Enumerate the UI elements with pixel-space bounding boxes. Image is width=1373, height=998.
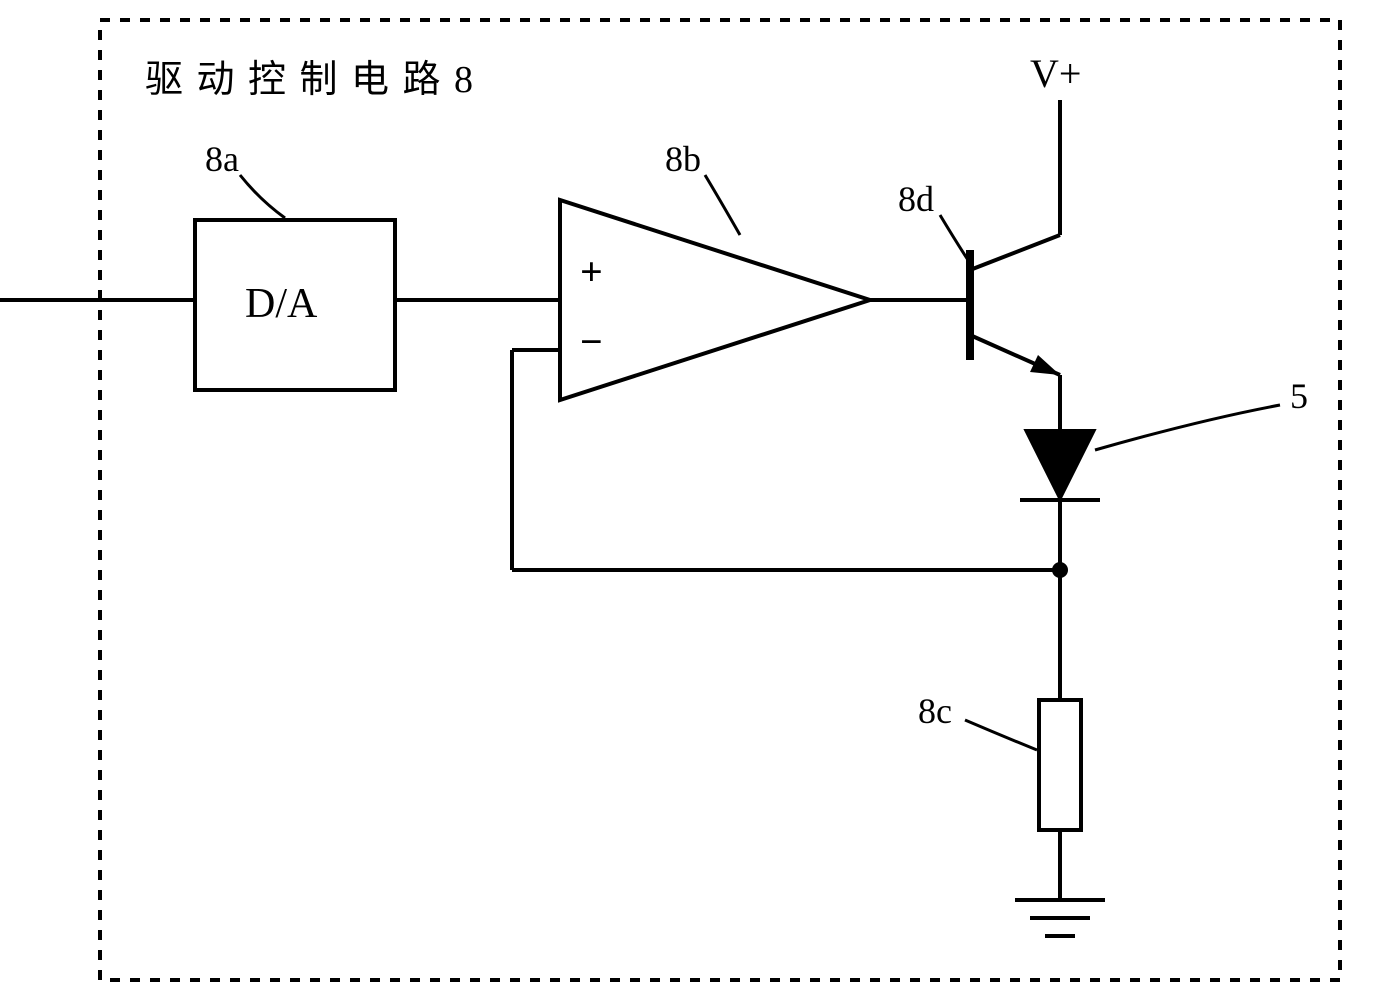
leader-5: [1095, 405, 1280, 450]
opamp: [560, 200, 870, 400]
leader-8b: [705, 175, 740, 235]
opamp-plus: +: [580, 248, 603, 295]
diode-triangle: [1025, 430, 1095, 500]
resistor: [1039, 700, 1081, 830]
emitter-arrow: [1030, 355, 1060, 375]
leader-8c: [965, 720, 1037, 750]
circuit-diagram: 驱 动 控 制 电 路 8 D/A 8a 8b 8d 8c 5 V+ + −: [0, 0, 1373, 998]
transistor-collector: [970, 235, 1060, 270]
leader-8d: [940, 215, 968, 260]
ref-5: 5: [1290, 375, 1308, 417]
dashed-border: [100, 20, 1340, 980]
vplus-label: V+: [1030, 50, 1081, 97]
ref-8b: 8b: [665, 138, 701, 180]
opamp-minus: −: [580, 318, 603, 365]
da-label: D/A: [245, 280, 317, 328]
diagram-title: 驱 动 控 制 电 路 8: [145, 48, 475, 103]
leader-8a: [240, 175, 285, 218]
ref-8a: 8a: [205, 138, 239, 180]
ref-8c: 8c: [918, 690, 952, 732]
ref-8d: 8d: [898, 178, 934, 220]
